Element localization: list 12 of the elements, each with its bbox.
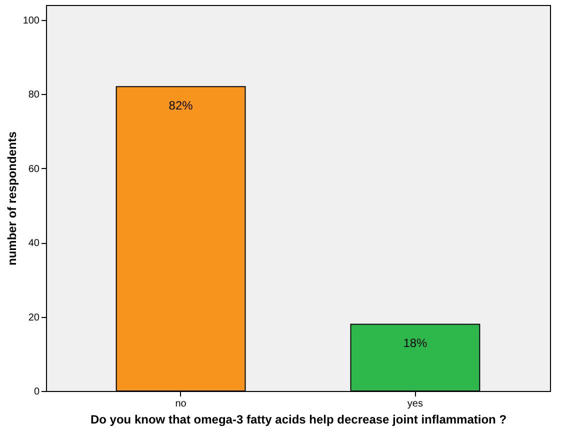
data-label: 82%	[168, 98, 194, 113]
y-tick-label: 20	[28, 312, 40, 324]
y-tick-label: 100	[22, 15, 40, 26]
x-tick-label: no	[175, 398, 187, 410]
y-axis-title: number of respondents	[4, 131, 19, 266]
x-axis-title: Do you know that omega-3 fatty acids help decrease joint inflammation ?	[90, 412, 507, 426]
y-tick-label: 40	[28, 238, 40, 250]
y-tick-label: 60	[28, 164, 40, 175]
y-tick-label: 0	[34, 386, 40, 398]
data-label: 18%	[403, 336, 428, 350]
y-tick-label: 80	[28, 90, 40, 101]
x-tick-label: yes	[407, 398, 423, 410]
